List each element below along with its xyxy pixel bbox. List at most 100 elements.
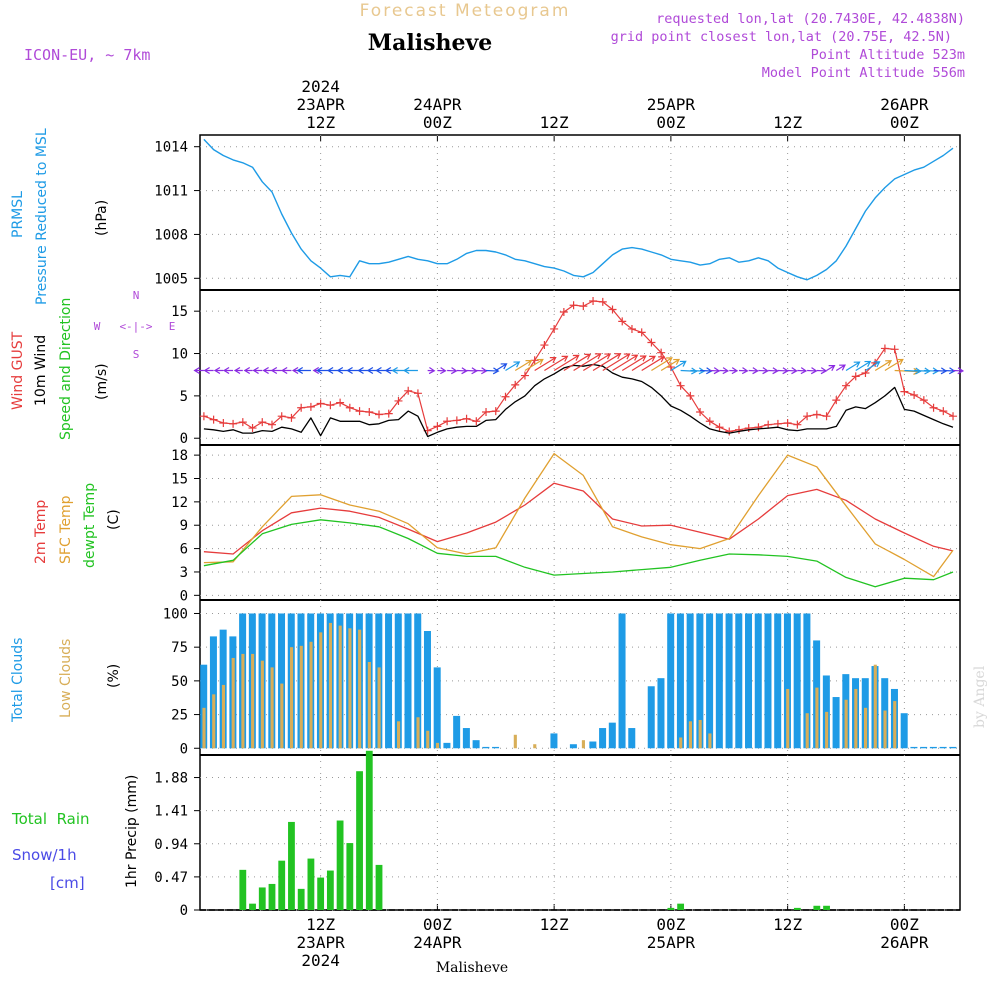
total-cloud-bar bbox=[423, 631, 431, 749]
y-tick-label: 100 bbox=[163, 606, 188, 622]
gust-marker bbox=[462, 414, 471, 423]
wind-direction-arrow bbox=[884, 358, 904, 371]
y-tick-label: 1005 bbox=[154, 271, 188, 287]
rain-bar bbox=[375, 864, 383, 910]
low-cloud-bar bbox=[435, 742, 440, 749]
gust-marker bbox=[793, 420, 802, 429]
total-cloud-bar bbox=[754, 613, 762, 749]
rain-bar bbox=[813, 905, 821, 910]
wind-label-gust: Wind GUST bbox=[10, 331, 26, 410]
y-tick-label: 0 bbox=[180, 431, 188, 447]
total-cloud-bar bbox=[783, 613, 791, 749]
y-tick-label: 18 bbox=[171, 448, 188, 464]
pressure-unit: (hPa) bbox=[94, 200, 110, 236]
compass-s: S bbox=[133, 348, 140, 361]
top-time-label: 26APR bbox=[880, 95, 929, 114]
total-cloud-bar bbox=[667, 613, 675, 749]
wind-unit: (m/s) bbox=[94, 363, 110, 400]
wind-direction-arrow bbox=[748, 367, 759, 375]
low-cloud-bar bbox=[844, 699, 848, 749]
y-tick-label: 15 bbox=[171, 471, 188, 487]
clouds-unit: (%) bbox=[106, 664, 122, 688]
gust-marker bbox=[705, 417, 714, 426]
bottom-time-label: 2024 bbox=[301, 951, 340, 970]
gust-marker bbox=[404, 386, 413, 395]
gust-marker bbox=[725, 427, 734, 436]
gust-marker bbox=[365, 407, 374, 416]
bottom-time-label: 12Z bbox=[773, 915, 802, 934]
gust-marker bbox=[326, 401, 335, 410]
gust-marker bbox=[598, 297, 607, 306]
temperature-labels: 2m Temp SFC Temp dewpt Temp (C) bbox=[33, 483, 122, 568]
y-tick-label: 1.41 bbox=[154, 804, 188, 820]
y-tick-label: 25 bbox=[171, 708, 188, 724]
wind-direction-arrow bbox=[952, 367, 965, 375]
low-cloud-bar bbox=[241, 653, 245, 749]
bottom-time-label: 24APR bbox=[413, 933, 462, 952]
rain-bar bbox=[278, 860, 286, 910]
rain-bar bbox=[307, 858, 315, 910]
gust-marker bbox=[949, 412, 958, 421]
gridpoint-coords: grid point closest lon,lat (20.75E, 42.5… bbox=[611, 29, 952, 45]
gust-marker bbox=[375, 410, 384, 419]
total-cloud-bar bbox=[910, 746, 918, 749]
rain-bar bbox=[326, 870, 334, 910]
gust-marker bbox=[336, 398, 345, 407]
wind-direction-arrow bbox=[573, 353, 602, 371]
gust-marker bbox=[199, 412, 208, 421]
low-cloud-bar bbox=[581, 740, 585, 749]
total-cloud-bar bbox=[599, 728, 607, 749]
gust-marker bbox=[890, 345, 899, 354]
low-cloud-bar bbox=[289, 647, 294, 749]
top-time-label: 00Z bbox=[890, 113, 919, 132]
y-tick-label: 12 bbox=[171, 495, 188, 511]
bottom-time-label: 00Z bbox=[423, 915, 452, 934]
wind-direction-arrow bbox=[651, 357, 673, 371]
wind-direction-arrow bbox=[447, 367, 458, 375]
total-cloud-bar bbox=[472, 740, 480, 749]
low-cloud-bar bbox=[873, 664, 877, 749]
gust-marker bbox=[910, 391, 919, 400]
wind-direction-arrow bbox=[203, 366, 214, 374]
gust-marker bbox=[501, 392, 510, 401]
top-time-label: 24APR bbox=[413, 95, 462, 114]
total-cloud-bar bbox=[492, 746, 500, 749]
total-cloud-bar bbox=[628, 728, 636, 749]
total-cloud-bar bbox=[414, 613, 422, 749]
total-cloud-bar bbox=[706, 613, 714, 749]
model-label: ICON-EU, ~ 7km bbox=[24, 46, 150, 64]
footer-location: Malisheve bbox=[436, 960, 508, 976]
total-cloud-bar bbox=[200, 664, 208, 749]
rain-bar bbox=[793, 907, 801, 910]
gust-marker bbox=[939, 407, 948, 416]
wind-direction-arrow bbox=[641, 356, 665, 371]
compass-rose: N S W E <-|-> bbox=[94, 289, 176, 361]
wind-direction-arrow bbox=[193, 366, 204, 374]
gust-marker bbox=[491, 407, 500, 416]
gust-marker bbox=[734, 425, 743, 434]
wind-label-10m: 10m Wind bbox=[33, 335, 49, 406]
gust-marker bbox=[511, 380, 520, 389]
wind-direction-arrow bbox=[553, 354, 580, 371]
total-cloud-bar bbox=[394, 613, 402, 749]
bottom-time-label: 26APR bbox=[880, 933, 929, 952]
wind-direction-arrow bbox=[835, 364, 846, 371]
total-cloud-bar bbox=[550, 733, 558, 749]
total-cloud-bar bbox=[803, 613, 811, 749]
total-cloud-bar bbox=[735, 613, 743, 749]
y-tick-label: 50 bbox=[171, 674, 188, 690]
low-cloud-bar bbox=[367, 662, 371, 749]
precip-label-rain: Total Rain bbox=[11, 810, 90, 828]
bottom-time-label: 00Z bbox=[656, 915, 685, 934]
y-tick-label: 15 bbox=[171, 304, 188, 320]
gust-marker bbox=[637, 328, 646, 337]
wind-direction-arrow bbox=[943, 367, 956, 375]
gust-marker bbox=[686, 391, 695, 400]
y-tick-label: 5 bbox=[180, 389, 188, 405]
low-cloud-bar bbox=[786, 688, 790, 749]
y-tick-label: 6 bbox=[180, 542, 188, 558]
credit-label: by Angel bbox=[972, 665, 988, 728]
gust-marker bbox=[452, 416, 461, 425]
low-cloud-bar bbox=[893, 701, 897, 749]
